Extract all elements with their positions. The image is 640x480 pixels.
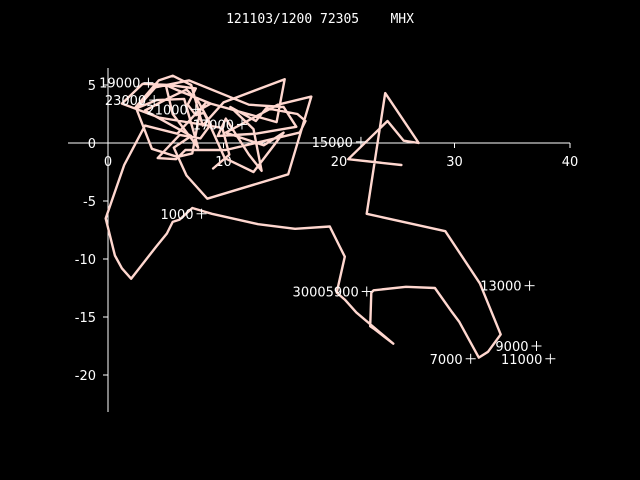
y-tick-label: -15	[75, 311, 96, 326]
height-label: 7000	[430, 353, 463, 368]
x-tick-label: 20	[331, 155, 348, 170]
x-tick-label: 30	[446, 155, 463, 170]
height-label: 11000	[501, 353, 542, 368]
height-label: 13000	[480, 280, 521, 295]
wind-trace-line	[104, 74, 502, 359]
y-tick-label: -20	[75, 369, 96, 384]
x-tick-label: 0	[104, 155, 112, 170]
y-tick-label: 5	[88, 79, 96, 94]
chart-title: 121103/1200 72305 MHX	[226, 12, 414, 27]
height-label: 17000	[193, 118, 234, 133]
height-label: 23000	[105, 94, 146, 109]
height-label: 1000	[160, 208, 193, 223]
y-tick-label: -5	[83, 195, 96, 210]
y-tick-label: 0	[88, 137, 96, 152]
height-label: 30005900	[293, 285, 359, 300]
height-label: 19000	[99, 77, 140, 92]
wind-trace	[104, 74, 502, 359]
x-tick-label: 40	[562, 155, 579, 170]
y-tick-label: -10	[75, 253, 96, 268]
height-label: 21000	[146, 103, 187, 118]
height-label: 15000	[312, 136, 353, 151]
axes	[68, 68, 571, 412]
height-label: 9000	[495, 340, 528, 355]
